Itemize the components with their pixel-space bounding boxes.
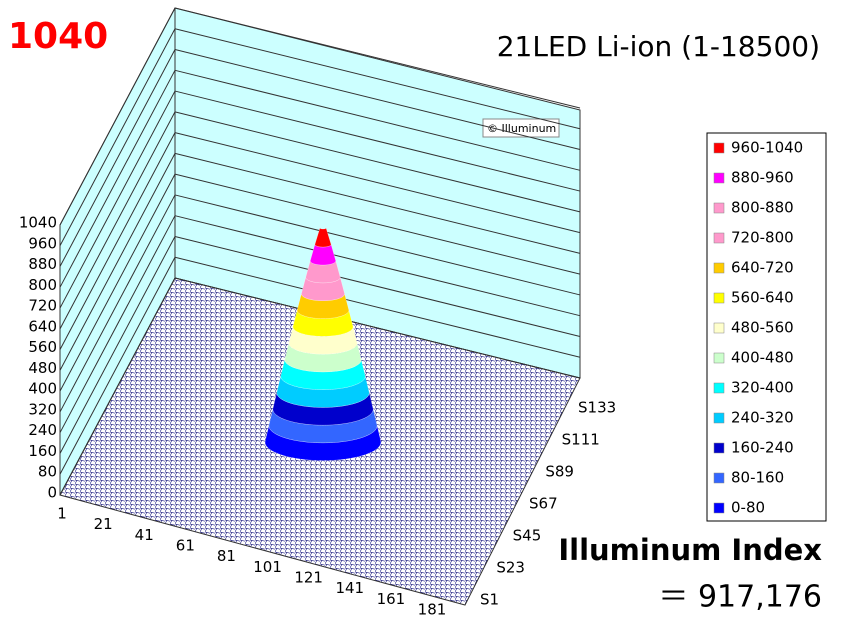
z-tick-label: 0 [47,484,57,502]
grid-line [59,277,176,496]
grid-line [59,132,176,350]
legend-swatch [713,142,725,154]
z-tick-label: 320 [28,400,57,418]
grid-line [59,153,176,371]
z-tick-label: 80 [38,463,57,481]
legend-label: 800-880 [731,199,794,217]
z-tick-label: 480 [28,359,57,377]
legend-swatch [713,292,725,304]
legend-swatch [713,232,725,244]
grid-line [174,132,581,234]
depth-tick-label: S133 [578,399,616,417]
grid-line [174,277,581,379]
grid-line [174,235,581,337]
legend-label: 160-240 [731,439,794,457]
legend-label: 480-560 [731,319,794,337]
corner-label: 1040 [8,16,108,57]
depth-tick-label: S67 [529,495,558,513]
z-tick-label: 400 [28,380,57,398]
legend-swatch [713,322,725,334]
legend-swatch [713,262,725,274]
grid-line [59,215,176,433]
z-tick-label: 720 [28,297,57,315]
grid-line [59,90,176,309]
surface-layer [314,227,332,248]
depth-tick-label: S1 [480,591,499,609]
grid-line [174,173,581,275]
z-tick-label: 240 [28,421,57,439]
grid-line [59,173,176,392]
legend-swatch [713,202,725,214]
legend-swatch [713,412,725,424]
grid-line [174,28,581,130]
legend-swatch [713,472,725,484]
z-tick-label: 160 [28,442,57,460]
grid-line [59,236,176,454]
grid-line [174,194,581,296]
x-tick-label: 81 [217,547,236,565]
legend-label: 80-160 [731,469,784,487]
grid-line [59,194,176,413]
grid-line [59,256,176,475]
watermark: © Illuminum [487,122,556,135]
index-label: Illuminum Index [558,533,822,567]
z-tick-label: 640 [28,317,57,335]
grid-line [174,215,581,317]
grid-line [59,28,176,247]
legend-label: 240-320 [731,409,794,427]
x-tick-label: 161 [377,590,406,608]
legend-label: 560-640 [731,289,794,307]
grid-line [59,49,176,267]
legend-swatch [713,172,725,184]
x-tick-label: 141 [335,579,364,597]
grid-line [59,7,176,226]
legend-label: 960-1040 [731,139,803,157]
grid-line [174,7,581,109]
z-tick-label: 960 [28,234,57,252]
grid-line [174,111,581,213]
legend-swatch [713,352,725,364]
grid-line [174,90,581,192]
z-tick-label: 880 [28,255,57,273]
x-tick-label: 61 [176,537,195,555]
depth-tick-label: S45 [513,527,542,545]
depth-tick-label: S89 [545,463,574,481]
index-value: ＝ 917,176 [658,580,822,615]
legend-label: 640-720 [731,259,794,277]
grid-line [174,69,581,171]
z-tick-label: 560 [28,338,57,356]
depth-tick-label: S23 [496,559,525,577]
x-tick-label: 101 [253,558,282,576]
legend-label: 880-960 [731,169,794,187]
chart-title: 21LED Li-ion (1-18500) [497,30,820,63]
legend [706,132,827,522]
z-tick-label: 1040 [19,214,57,232]
grid-line [174,152,581,254]
legend-label: 720-800 [731,229,794,247]
legend-label: 320-400 [731,379,794,397]
z-tick-label: 800 [28,276,57,294]
surface-layer [310,244,336,266]
legend-swatch [713,382,725,394]
grid-line [59,111,176,330]
legend-swatch [713,442,725,454]
depth-tick-label: S111 [562,431,600,449]
grid-line [174,256,581,358]
x-tick-label: 181 [418,601,447,619]
grid-line [59,70,176,288]
legend-label: 400-480 [731,349,794,367]
legend-swatch [713,502,725,514]
x-tick-label: 21 [94,515,113,533]
x-tick-label: 1 [57,505,67,523]
legend-label: 0-80 [731,499,765,517]
x-tick-label: 121 [294,569,323,587]
grid-line [174,49,581,151]
x-tick-label: 41 [135,526,154,544]
watermark-box [482,118,560,138]
